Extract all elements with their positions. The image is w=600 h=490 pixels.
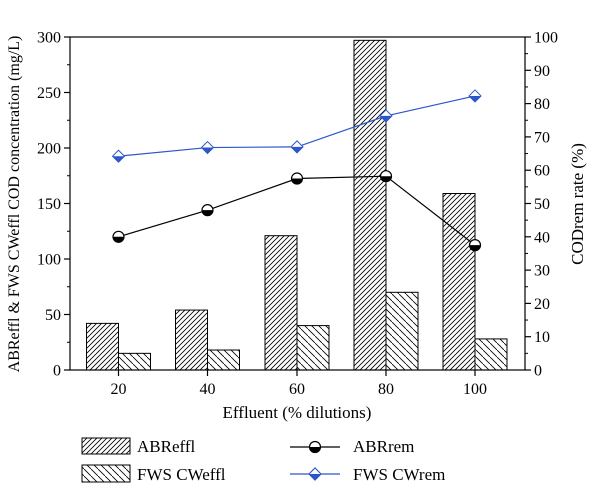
legend-swatch-abreffl — [81, 437, 131, 455]
right-tick-label-90: 90 — [534, 63, 550, 80]
point-fws-cwrem-100 — [468, 89, 482, 103]
left-tick-label-150: 150 — [37, 196, 61, 213]
bar-fws-cweffl-20 — [118, 352, 151, 371]
right-axis-label: CODrem rate (%) — [568, 143, 587, 265]
right-tick-label-20: 20 — [534, 296, 550, 313]
bar-fws-cweffl-100 — [474, 338, 508, 371]
legend-label-fwscweffl: FWS CWeffl — [137, 465, 226, 484]
right-tick-label-100: 100 — [534, 30, 558, 47]
x-tick-label-60: 60 — [289, 381, 305, 398]
bar-fws-cweffl-40 — [207, 349, 240, 371]
point-abrrem-20 — [112, 230, 125, 243]
bar-fws-cweffl-80 — [385, 291, 419, 371]
x-axis-label: Effluent (% dilutions) — [223, 403, 372, 422]
point-abrrem-80 — [379, 170, 393, 183]
right-tick-label-60: 60 — [534, 163, 550, 180]
line-abrrem — [118, 175, 476, 246]
left-axis-label: ABReffl & FWS CWeffl COD concentration (… — [6, 36, 23, 373]
legend-label-fwscwrem: FWS CWrem — [353, 465, 445, 484]
bar-fws-cweffl-60 — [296, 325, 330, 371]
left-tick-label-200: 200 — [37, 141, 61, 158]
point-abrrem-40 — [201, 204, 214, 217]
legend-marker-fwscwrem — [308, 467, 322, 481]
bar-abreffl-80 — [353, 39, 387, 371]
right-tick-label-10: 10 — [534, 329, 550, 346]
right-tick-label-70: 70 — [534, 129, 550, 146]
x-tick-label-100: 100 — [463, 381, 487, 398]
left-tick-label-300: 300 — [37, 30, 61, 47]
legend-marker-abrrem — [308, 440, 322, 454]
left-tick-label-250: 250 — [37, 85, 61, 102]
point-fws-cwrem-60 — [290, 140, 304, 154]
x-tick-label-80: 80 — [378, 381, 394, 398]
point-fws-cwrem-40 — [200, 140, 215, 155]
legend-label-abrrem: ABRrem — [353, 437, 414, 456]
bar-abreffl-60 — [264, 235, 298, 371]
left-axis: 0 50 100 150 200 250 300 — [37, 30, 70, 380]
right-tick-label-80: 80 — [534, 96, 550, 113]
right-tick-label-40: 40 — [534, 229, 550, 246]
point-abrrem-60 — [290, 172, 304, 185]
legend-label-abreffl: ABReffl — [137, 437, 196, 456]
right-tick-label-0: 0 — [534, 363, 542, 380]
right-tick-label-50: 50 — [534, 196, 550, 213]
right-tick-label-30: 30 — [534, 263, 550, 280]
legend-swatch-fwscweffl — [81, 464, 131, 483]
point-abrrem-100 — [468, 239, 482, 252]
point-fws-cwrem-20 — [111, 149, 126, 163]
bars-layer — [86, 39, 508, 371]
lines-layer — [111, 89, 482, 252]
legend: ABReffl FWS CWeffl ABRrem FWS CWrem — [81, 437, 445, 484]
left-tick-label-100: 100 — [37, 252, 61, 269]
left-tick-label-0: 0 — [53, 363, 61, 380]
x-axis: 20 40 60 80 100 — [111, 370, 487, 398]
bar-abreffl-40 — [175, 309, 208, 371]
x-tick-label-20: 20 — [111, 381, 127, 398]
bar-abreffl-20 — [86, 322, 119, 371]
right-axis: 0 10 20 30 40 50 60 70 80 90 100 — [525, 30, 558, 380]
x-tick-label-40: 40 — [200, 381, 216, 398]
bar-abreffl-100 — [442, 193, 476, 371]
left-tick-label-50: 50 — [45, 307, 61, 324]
point-fws-cwrem-80 — [379, 109, 393, 123]
